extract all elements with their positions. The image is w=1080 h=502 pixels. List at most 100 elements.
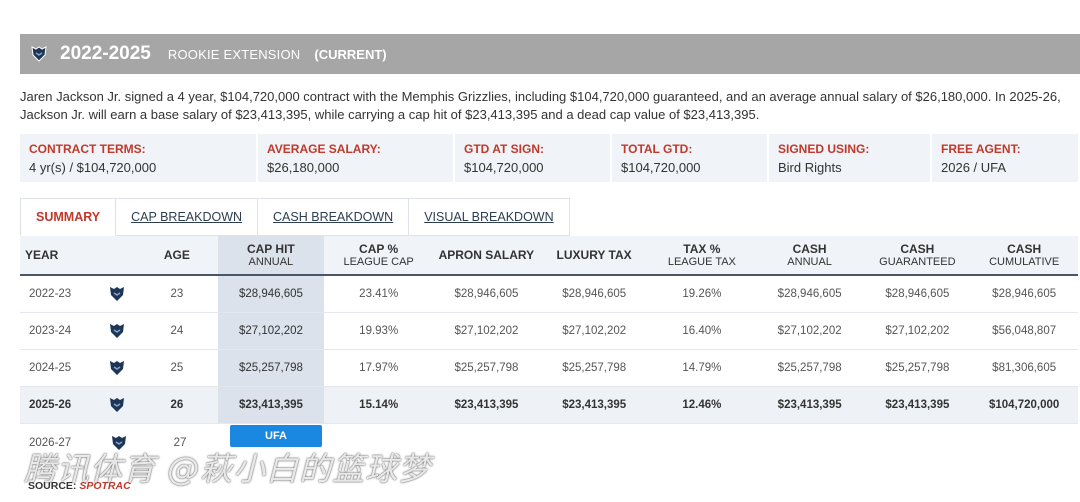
cell-tax-pct: 16.40% [682, 325, 722, 337]
cell-age: 27 [173, 436, 187, 449]
term-label: GTD AT SIGN: [464, 142, 544, 156]
cell-luxury-tax: $27,102,202 [562, 325, 627, 337]
col-cap-hit[interactable]: CAP HIT ANNUAL [217, 236, 324, 274]
grizzlies-logo-icon [28, 43, 50, 65]
cell-age: 23 [170, 288, 184, 300]
cell-cap-hit: $27,102,202 [218, 313, 324, 349]
table-row: 2024-25 25 $25,257,798 17.97% $25,257,79… [20, 350, 1078, 387]
col-cap-hit-label: CAP HIT [246, 241, 295, 256]
cell-luxury-tax: $28,946,605 [562, 288, 627, 300]
cell-cash-guaranteed: $28,946,605 [885, 288, 950, 300]
term-average-salary: AVERAGE SALARY: $26,180,000 [258, 134, 455, 182]
cell-cash-annual: $25,257,798 [777, 362, 842, 374]
term-value: 4 yr(s) / $104,720,000 [29, 160, 157, 175]
col-cash-g-label: CASH [900, 241, 935, 256]
cell-age: 24 [170, 325, 184, 337]
team-logo-icon [99, 276, 136, 312]
cell-year: 2022-23 [29, 288, 72, 300]
col-apron-salary[interactable]: APRON SALARY [438, 248, 535, 262]
cell-tax-pct: 12.46% [682, 399, 722, 411]
term-signed-using: SIGNED USING: Bird Rights [769, 134, 932, 182]
col-cash-label: CASH [792, 241, 827, 256]
cell-year: 2026-27 [29, 436, 72, 449]
col-tax-pct[interactable]: TAX % LEAGUE TAX [649, 236, 755, 274]
contract-status: (CURRENT) [314, 46, 387, 62]
term-label: CONTRACT TERMS: [29, 142, 146, 156]
col-cap-pct[interactable]: CAP % LEAGUE CAP [324, 236, 434, 274]
term-contract-terms: CONTRACT TERMS: 4 yr(s) / $104,720,000 [20, 134, 258, 182]
cell-apron-salary: $25,257,798 [454, 362, 519, 374]
col-cash-cumulative[interactable]: CASH CUMULATIVE [970, 236, 1078, 274]
col-cap-pct-sub: LEAGUE CAP [343, 255, 414, 268]
cell-apron-salary: $28,946,605 [454, 288, 519, 300]
team-logo-icon [99, 387, 136, 423]
team-logo-icon [99, 313, 136, 349]
term-value: $104,720,000 [621, 160, 701, 175]
tab-cash-breakdown[interactable]: CASH BREAKDOWN [258, 198, 410, 236]
term-value: Bird Rights [778, 160, 842, 175]
cell-cash-cumulative: $28,946,605 [992, 288, 1057, 300]
term-value: $104,720,000 [464, 160, 544, 175]
col-logo [98, 236, 135, 274]
term-gtd-at-sign: GTD AT SIGN: $104,720,000 [455, 134, 612, 182]
term-free-agent: FREE AGENT: 2026 / UFA [932, 134, 1078, 182]
term-value: 2026 / UFA [941, 160, 1007, 175]
col-age: AGE [163, 248, 190, 262]
source-brand[interactable]: SPOTRAC [79, 480, 131, 492]
tab-summary[interactable]: SUMMARY [20, 198, 117, 236]
cell-cap-pct: 19.93% [359, 325, 399, 337]
term-total-gtd: TOTAL GTD: $104,720,000 [612, 134, 769, 182]
term-value: $26,180,000 [267, 160, 340, 175]
cell-cap-pct: 15.14% [359, 399, 399, 411]
cell-luxury-tax: $25,257,798 [562, 362, 627, 374]
contract-description: Jaren Jackson Jr. signed a 4 year, $104,… [20, 89, 1061, 122]
tab-visual-breakdown[interactable]: VISUAL BREAKDOWN [409, 198, 570, 236]
cell-cap-pct: 23.41% [359, 288, 399, 300]
col-tax-pct-sub: LEAGUE TAX [667, 255, 736, 268]
cell-age: 26 [170, 399, 184, 411]
cell-cash-annual: $23,413,395 [777, 399, 842, 411]
cell-apron-salary: $27,102,202 [454, 325, 519, 337]
ufa-badge: UFA [230, 424, 322, 447]
table-header: YEAR AGE CAP HIT ANNUAL CAP % LEAGUE CAP A… [20, 236, 1078, 276]
col-luxury-tax[interactable]: LUXURY TAX [556, 248, 632, 262]
cell-tax-pct: 19.26% [682, 288, 722, 300]
contract-table: YEAR AGE CAP HIT ANNUAL CAP % LEAGUE CAP A… [20, 236, 1078, 461]
cell-year: 2023-24 [29, 325, 72, 337]
team-logo-icon [100, 424, 138, 461]
cell-tax-pct: 14.79% [682, 362, 722, 374]
table-row-ufa: 2026-27 27 UFA [20, 424, 1078, 461]
table-row: 2023-24 24 $27,102,202 19.93% $27,102,20… [20, 313, 1078, 350]
term-label: TOTAL GTD: [621, 142, 693, 156]
col-cap-pct-label: CAP % [359, 241, 399, 256]
breakdown-tabs: SUMMARY CAP BREAKDOWN CASH BREAKDOWN VIS… [20, 198, 570, 236]
col-year: YEAR [25, 248, 59, 262]
cell-ufa: UFA [222, 424, 330, 461]
cell-cash-annual: $28,946,605 [777, 288, 842, 300]
cell-cash-cumulative: $104,720,000 [988, 399, 1060, 411]
term-label: SIGNED USING: [778, 142, 870, 156]
col-cash-sub: ANNUAL [787, 255, 832, 268]
col-cash-annual[interactable]: CASH ANNUAL [755, 236, 865, 274]
cell-cap-hit: $25,257,798 [218, 350, 324, 386]
col-cash-c-label: CASH [1007, 241, 1042, 256]
cell-year: 2025-26 [29, 399, 72, 411]
cell-cap-pct: 17.97% [359, 362, 399, 374]
cell-luxury-tax: $23,413,395 [562, 399, 627, 411]
col-cash-guaranteed[interactable]: CASH GUARANTEED [864, 236, 970, 274]
table-row: 2022-23 23 $28,946,605 23.41% $28,946,60… [20, 276, 1078, 313]
col-cash-c-sub: CUMULATIVE [989, 255, 1060, 268]
cell-cap-hit: $23,413,395 [218, 387, 324, 423]
cell-cash-annual: $27,102,202 [777, 325, 842, 337]
term-label: FREE AGENT: [941, 142, 1021, 156]
cell-apron-salary: $23,413,395 [454, 399, 519, 411]
tab-cap-breakdown[interactable]: CAP BREAKDOWN [116, 198, 259, 236]
team-logo-icon [99, 350, 136, 386]
cell-cash-guaranteed: $27,102,202 [885, 325, 950, 337]
contract-terms: CONTRACT TERMS: 4 yr(s) / $104,720,000 A… [20, 134, 1078, 182]
cell-cash-guaranteed: $25,257,798 [885, 362, 950, 374]
source-label: SOURCE: [28, 480, 77, 492]
cell-year: 2024-25 [29, 362, 72, 374]
col-tax-pct-label: TAX % [683, 241, 721, 256]
table-row-current: 2025-26 26 $23,413,395 15.14% $23,413,39… [20, 387, 1078, 424]
